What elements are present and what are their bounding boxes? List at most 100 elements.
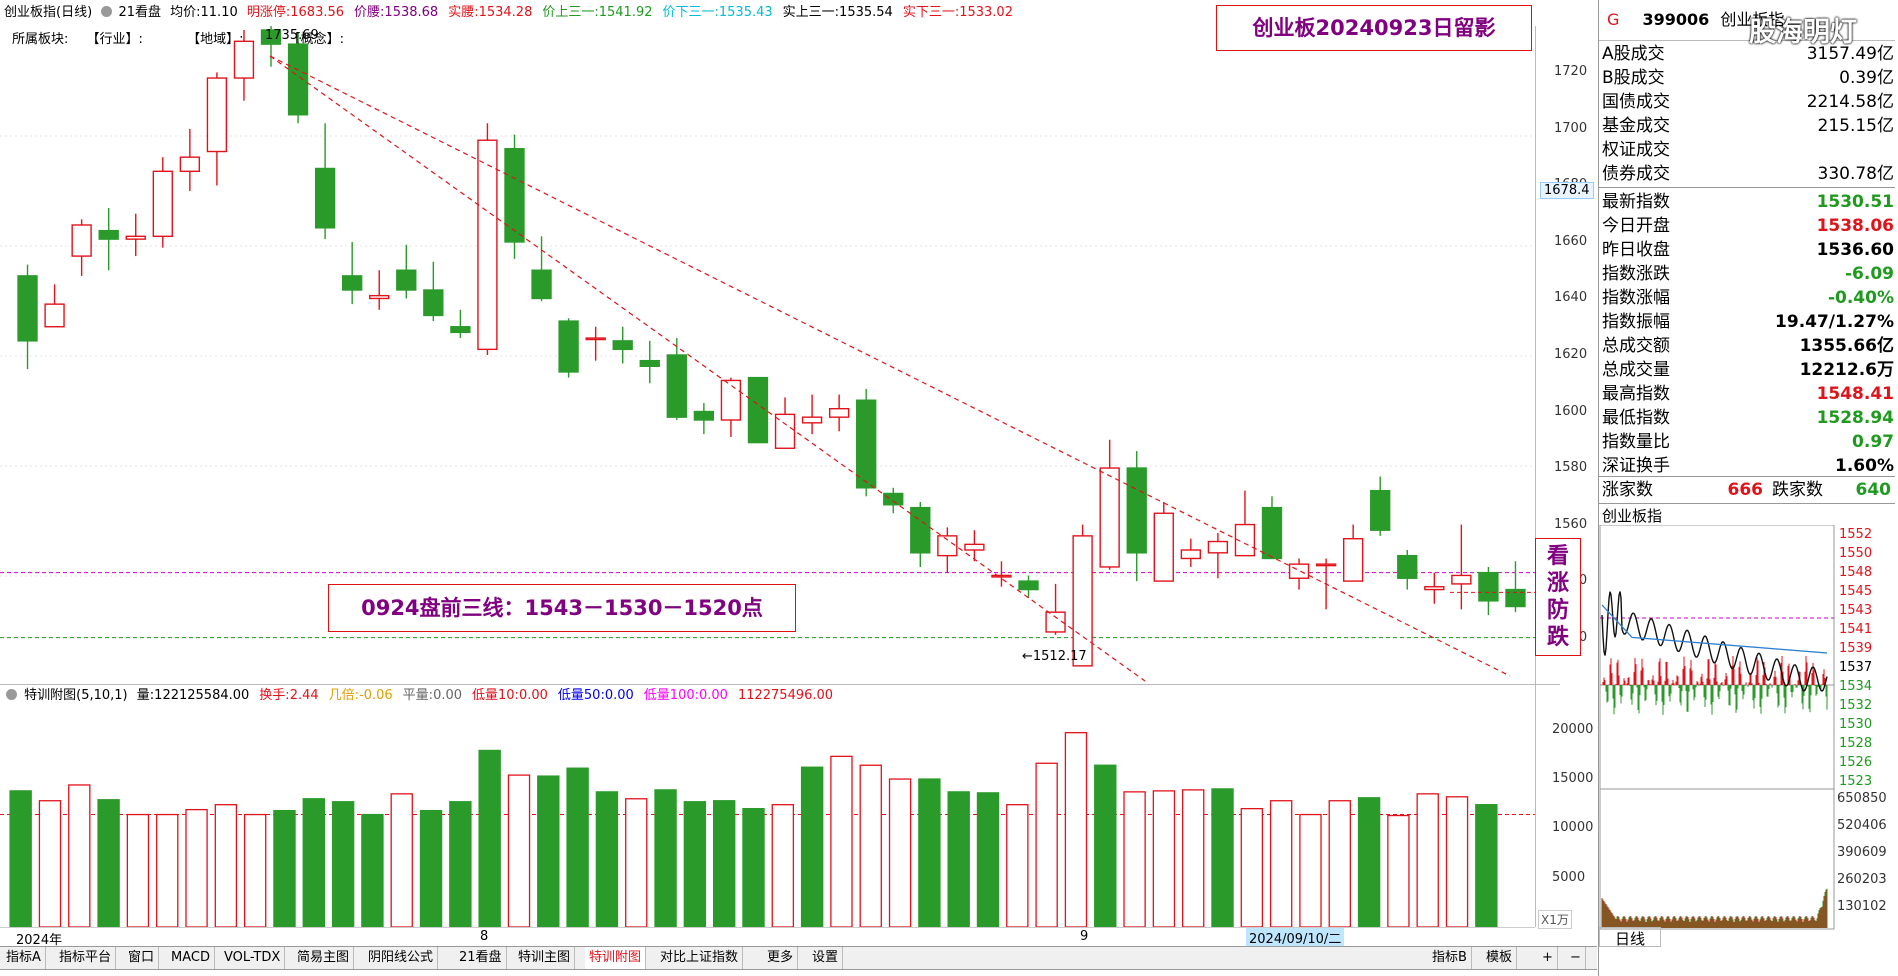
toolbar-tab[interactable]: MACD: [167, 947, 215, 969]
sub-item: 112275496.00: [738, 688, 838, 703]
row-value: 3157.49亿: [1806, 44, 1894, 64]
candle-body: [828, 407, 850, 418]
sub-gear-icon[interactable]: [6, 689, 17, 700]
row-label: B股成交: [1602, 68, 1665, 88]
volume-bar: [126, 813, 150, 927]
volume-bar: [888, 778, 912, 927]
sector-concept[interactable]: 【概念】:: [287, 32, 344, 47]
toolbar-tab[interactable]: 指标A: [2, 947, 46, 969]
volume-bar: [859, 764, 882, 927]
candlestick-chart[interactable]: [0, 26, 1535, 684]
candle-body: [287, 43, 309, 116]
right-tab[interactable]: 模板: [1482, 947, 1518, 969]
volume-tick: 5000: [1552, 869, 1586, 885]
mini-chart-title[interactable]: 创业板指: [1602, 507, 1663, 525]
toolbar-tab[interactable]: 21看盘: [455, 947, 507, 969]
topbar-item-label: 实下三一:: [902, 5, 960, 20]
candle-body: [1045, 611, 1066, 633]
toolbar-tab[interactable]: 窗口: [124, 947, 160, 969]
volume-bar: [9, 790, 32, 927]
mini-volume-tick: 650850: [1837, 791, 1887, 806]
volume-bar: [976, 792, 1000, 927]
candle-body: [1261, 506, 1283, 560]
candle-body: [558, 320, 579, 373]
row-value: 215.15亿: [1817, 116, 1894, 136]
sector-bar: 所属板块: 【行业】: 【地域】: 【概念】:: [12, 28, 344, 47]
mini-price-tick: 1530: [1839, 717, 1873, 732]
candle-body: [342, 275, 363, 291]
candle-body: [1478, 571, 1499, 602]
mode-label[interactable]: 21看盘: [118, 5, 161, 20]
topbar-item-value: 1535.43: [718, 5, 773, 20]
sub-item-value: 0.00: [518, 688, 548, 703]
row-label: 昨日收盘: [1602, 240, 1670, 260]
volume-tick: 10000: [1552, 820, 1594, 836]
volume-chart[interactable]: [0, 706, 1535, 927]
volume-bar: [1357, 797, 1381, 927]
toolbar-tab[interactable]: 阴阳线公式: [364, 947, 439, 969]
toolbar-tab[interactable]: 更多: [763, 947, 799, 969]
candle-body: [125, 235, 146, 240]
zoom-out-button[interactable]: −: [1566, 947, 1586, 969]
mini-volume-tick: 520406: [1837, 818, 1887, 833]
settings-gear-icon[interactable]: [101, 6, 113, 17]
volume-bar: [1416, 793, 1439, 927]
toolbar-tab[interactable]: 简易主图: [293, 947, 355, 969]
title-annotation-box: 创业板20240923日留影: [1216, 5, 1532, 51]
mini-volume-tick: 130102: [1837, 899, 1887, 914]
toolbar-tab[interactable]: 指标平台: [55, 947, 117, 969]
turnover-row: A股成交 3157.49亿: [1602, 42, 1894, 66]
intraday-axis: 1552 1550 1548 1545 1543 1541 1539 1537 1534 1532…: [1835, 525, 1895, 930]
candle-body: [1072, 535, 1093, 667]
volume-bar: [390, 793, 413, 927]
period-label[interactable]: 日线: [1599, 927, 1661, 948]
sub-item: 低量100:0.00: [644, 688, 733, 703]
volume-bar: [800, 766, 824, 927]
sector-industry[interactable]: 【行业】:: [86, 32, 143, 47]
candle-body: [206, 77, 228, 153]
main-chart-area[interactable]: 创业板指(日线) 21看盘 均价:11.10 明涨停:1683.56 价腰:153…: [0, 0, 1597, 976]
toolbar-tab[interactable]: 设置: [808, 947, 844, 969]
chart-title[interactable]: 创业板指(日线): [4, 5, 93, 20]
candle-body: [801, 416, 823, 424]
topbar-item-label: 明涨停:: [246, 5, 291, 20]
row-value: 1538.06: [1816, 216, 1894, 236]
candle-body: [450, 326, 471, 334]
candle-body: [531, 269, 552, 300]
intraday-mini-chart[interactable]: [1599, 525, 1835, 930]
volume-bar: [595, 791, 619, 927]
toolbar-tab[interactable]: VOL-TDX: [220, 947, 286, 969]
bullish-char: 涨: [1546, 571, 1569, 596]
row-value: 330.78亿: [1817, 164, 1894, 184]
candle-body: [639, 359, 660, 368]
volume-bar: [214, 804, 238, 927]
topbar-item: 价腰:1538.68: [354, 5, 443, 20]
mini-price-tick: 1543: [1839, 603, 1873, 618]
topbar-item-value: 1534.28: [478, 5, 533, 20]
candle-body: [1234, 523, 1256, 557]
x-label-aug: 8: [480, 929, 489, 944]
zoom-in-button[interactable]: +: [1538, 947, 1558, 969]
candle-body: [585, 337, 606, 341]
row-label: 总成交量: [1602, 360, 1670, 380]
volume-bar: [742, 807, 765, 927]
toolbar-tab[interactable]: 特训主图: [514, 947, 576, 969]
toolbar-tab[interactable]: 特训附图: [585, 947, 647, 969]
sub-item: 平量:0.00: [403, 688, 467, 703]
adv-label: 涨家数: [1602, 480, 1653, 500]
volume-bar: [1211, 788, 1234, 927]
index-row: 昨日收盘 1536.60: [1602, 238, 1894, 262]
row-label: 国债成交: [1602, 92, 1670, 112]
right-tab[interactable]: 指标B: [1428, 947, 1472, 969]
trend-line: [269, 55, 1511, 677]
sub-item: 低量50:0.00: [558, 688, 639, 703]
row-value: -6.09: [1845, 264, 1894, 284]
toolbar-tab[interactable]: 对比上证指数: [656, 947, 744, 969]
row-value: -0.40%: [1827, 288, 1894, 308]
indicator-toolbar: 指标A 指标平台 窗口 MACD VOL-TDX 简易主图 阴阳线公式 21看盘 特训主图 特训附…: [0, 946, 1597, 970]
candle-body: [1342, 537, 1364, 582]
volume-bar: [1387, 814, 1410, 927]
sub-item-label: 几倍:: [328, 688, 360, 703]
sub-indicator-name[interactable]: 特训附图(5,10,1): [24, 688, 128, 703]
sector-region[interactable]: 【地域】:: [187, 32, 244, 47]
